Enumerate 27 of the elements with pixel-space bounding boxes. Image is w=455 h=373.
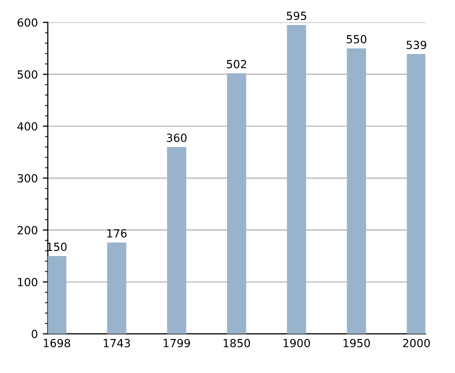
- bar: [286, 24, 306, 334]
- y-tick-label: 500: [18, 70, 38, 79]
- bar: [346, 48, 366, 334]
- x-tick-label: 1698: [44, 338, 70, 348]
- bar: [406, 54, 426, 334]
- data-label: 539: [406, 40, 426, 50]
- data-label: 595: [286, 12, 306, 20]
- y-tick-label: 200: [18, 226, 38, 234]
- y-tick-label: 300: [18, 174, 38, 182]
- y-tick-label: 0: [32, 330, 38, 338]
- y-tick-label: 400: [17, 122, 38, 131]
- y-tick-label: 100: [18, 278, 38, 286]
- data-label: 360: [166, 134, 187, 142]
- data-label: 176: [107, 229, 127, 238]
- x-tick-label: 1850: [224, 338, 250, 348]
- bar: [227, 73, 246, 334]
- y-tick-label: 600: [18, 18, 38, 27]
- x-tick-label: 1950: [344, 338, 370, 348]
- x-tick-label: 1743: [104, 338, 130, 348]
- data-label: 502: [226, 60, 246, 68]
- bar: [107, 242, 126, 334]
- x-tick-label: 1900: [284, 338, 310, 348]
- x-tick-label: 1799: [164, 338, 190, 348]
- data-label: 550: [346, 35, 366, 44]
- bar: [48, 256, 66, 334]
- x-tick-label: 2000: [403, 338, 430, 348]
- bar: [167, 146, 186, 334]
